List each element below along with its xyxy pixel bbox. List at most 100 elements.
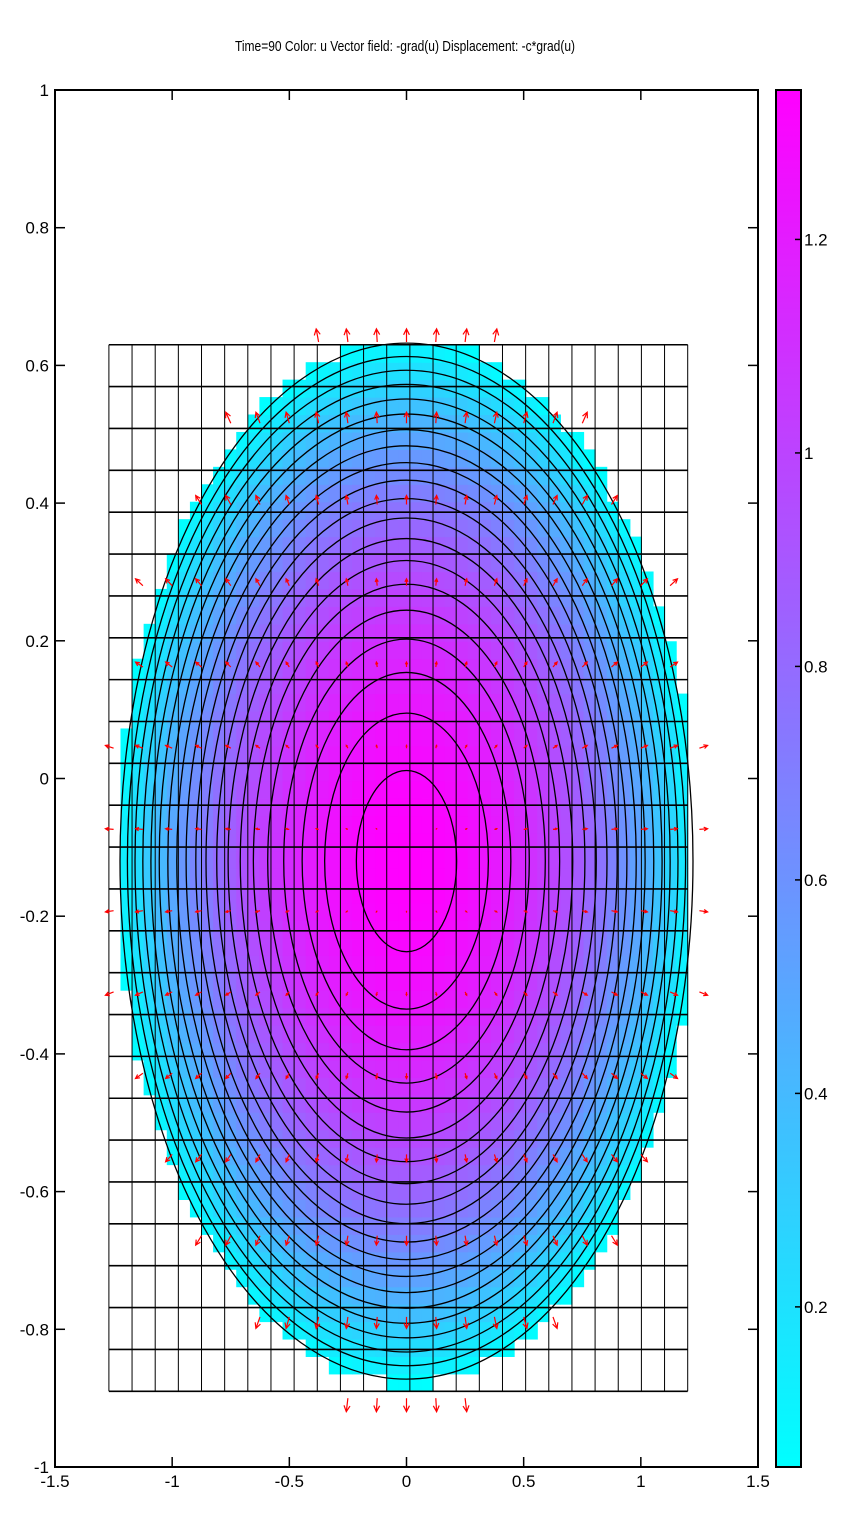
field-cell [294,641,307,660]
field-cell [467,728,480,747]
field-cell [398,379,411,398]
field-cell [444,379,457,398]
field-cell [571,501,585,520]
field-cell [317,972,330,991]
field-cell [328,1059,342,1078]
field-cell [155,972,168,991]
field-cell [294,1007,307,1026]
field-cell [340,1094,353,1113]
field-cell [386,449,399,468]
field-cell [571,1164,585,1183]
field-cell [571,449,585,468]
field-cell [305,972,318,991]
vector-arrow [433,1235,439,1247]
field-cell [259,1007,272,1026]
field-cell [537,571,550,590]
field-cell [537,902,550,921]
field-cell [386,850,399,869]
field-cell [479,1234,492,1253]
field-cell [363,937,376,956]
field-cell [525,1024,538,1044]
vector-arrow [552,494,558,505]
field-cell [224,554,237,573]
field-cell [421,780,434,799]
field-cell [595,728,608,747]
field-cell [132,763,145,782]
field-cell [132,676,145,695]
vector-arrow [405,744,408,749]
field-cell [398,815,411,834]
field-cell [560,1269,573,1288]
field-cell [502,414,515,433]
field-cell [479,1042,492,1061]
vector-arrow [224,744,232,749]
field-cell [525,1286,538,1305]
vector-arrow [315,991,320,997]
vector-arrow [284,910,290,913]
field-cell [282,658,295,677]
field-cell [560,519,573,538]
field-cell [571,902,585,921]
field-cell [467,868,480,887]
field-cell [270,449,284,468]
field-cell [490,1164,504,1183]
vector-arrow [493,991,498,997]
field-cell [490,972,504,991]
field-cell [456,833,469,852]
field-cell [224,780,237,799]
field-cell [317,484,330,503]
field-cell [456,1251,469,1270]
field-cell [606,920,619,939]
field-cell [502,1129,515,1148]
field-cell [409,1234,423,1253]
field-cell [490,1007,504,1026]
field-cell [386,1077,399,1096]
field-cell [479,431,492,450]
field-cell [571,728,585,747]
vector-arrow [434,577,439,586]
field-cell [259,501,272,520]
contour-line [167,428,646,1294]
field-cell [270,1147,284,1166]
field-cell [351,763,365,782]
field-cell [652,815,666,834]
field-cell [282,798,295,817]
field-cell [409,1338,423,1357]
field-cell [375,1181,388,1200]
field-cell [548,1007,561,1026]
field-cell [270,990,284,1009]
field-cell [618,1024,631,1044]
field-cell [537,1199,550,1218]
field-cell [490,711,504,730]
field-cell [375,833,388,852]
field-cell [548,431,561,450]
field-cell [571,885,585,904]
field-cell [537,1286,550,1305]
field-cell [213,466,226,485]
field-cell [224,850,237,869]
field-cell [583,466,596,485]
field-cell [305,1077,318,1096]
field-cell [224,466,237,485]
field-cell [259,606,272,625]
field-cell [270,1199,284,1218]
field-cell [178,658,191,677]
field-cell [398,1164,411,1183]
field-cell [502,606,515,625]
field-cell [166,1042,179,1061]
field-cell [398,728,411,747]
field-cell [386,1304,399,1323]
field-cell [421,1077,434,1096]
field-cell [548,519,561,538]
field-cell [479,902,492,921]
field-cell [444,588,457,607]
field-cell [398,885,411,904]
field-cell [398,658,411,677]
field-cell [317,850,330,869]
field-cell [641,815,654,834]
field-cell [247,1234,260,1253]
vector-field-arrows [104,327,709,1414]
field-cell [236,484,249,503]
field-cell [560,1234,573,1253]
vector-arrow [284,494,290,505]
